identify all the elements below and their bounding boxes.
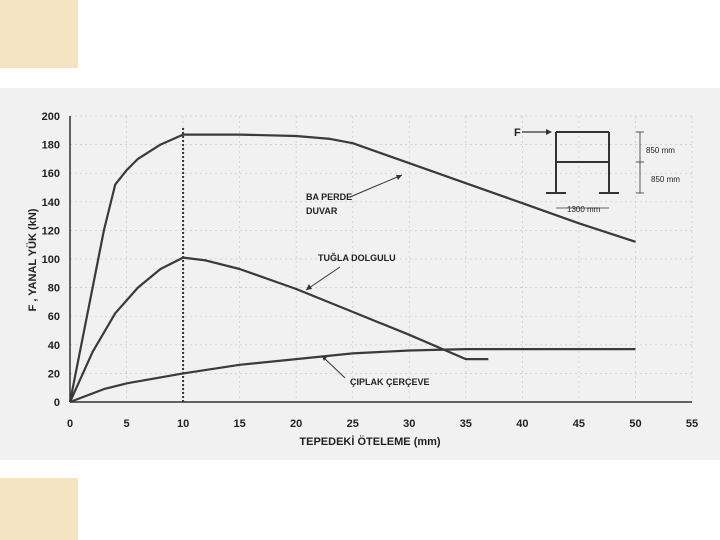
arrowhead-ciplak (322, 356, 327, 361)
y-tick-label: 100 (42, 254, 60, 266)
arrowhead-tugla (306, 284, 312, 290)
x-tick-label: 30 (403, 418, 415, 430)
x-tick-label: 15 (234, 418, 246, 430)
y-tick-label: 20 (48, 368, 60, 380)
inset-dim-bottom: 850 mm (651, 175, 680, 184)
x-tick-label: 5 (123, 418, 129, 430)
series-line-2 (68, 256, 489, 403)
annotation-duvar: DUVAR (306, 206, 338, 216)
x-tick-labels: 0 5 10 15 20 25 30 35 40 45 50 55 (67, 418, 698, 430)
y-tick-labels: 0 20 40 60 80 100 120 140 160 180 200 (42, 111, 60, 409)
y-tick-label: 120 (42, 225, 60, 237)
force-arrowhead (546, 129, 552, 135)
x-axis-label: TEPEDEKİ ÖTELEME (mm) (299, 435, 441, 448)
x-tick-label: 20 (290, 418, 302, 430)
annotation-arrow-ciplak (321, 355, 346, 379)
arrowhead-ba-perde (396, 175, 402, 180)
series-line-3 (69, 348, 636, 404)
y-tick-label: 140 (42, 197, 60, 209)
annotation-arrow-tugla (305, 266, 341, 291)
x-tick-label: 40 (516, 418, 528, 430)
decorative-corner-top-left (0, 0, 78, 68)
y-tick-label: 0 (54, 397, 60, 409)
annotation-arrow-ba-perde (349, 174, 403, 198)
frame-inset: F 850 mm 850 mm 1300 mm (514, 127, 680, 214)
y-tick-label: 80 (48, 283, 60, 295)
series-line-1 (68, 133, 636, 403)
y-tick-label: 200 (42, 111, 60, 123)
inset-force-label: F (514, 127, 521, 139)
annotation-ciplak-cerceve: ÇIPLAK ÇERÇEVE (350, 377, 430, 387)
x-tick-label: 35 (460, 418, 472, 430)
x-tick-label: 45 (573, 418, 585, 430)
y-tick-label: 180 (42, 140, 60, 152)
x-tick-label: 25 (347, 418, 359, 430)
series-group (68, 133, 636, 404)
y-tick-label: 160 (42, 168, 60, 180)
x-tick-label: 10 (177, 418, 189, 430)
y-axis-label: F , YANAL YÜK (kN) (26, 208, 39, 311)
annotation-tugla-dolgulu: TUĞLA DOLGULU (318, 252, 396, 263)
decorative-corner-bottom-left (0, 478, 78, 540)
annotation-ba-perde: BA PERDE (306, 192, 352, 202)
chart-photo-background (0, 88, 720, 460)
inset-dim-width: 1300 mm (567, 205, 601, 214)
y-tick-label: 40 (48, 340, 60, 352)
x-tick-label: 55 (686, 418, 698, 430)
x-tick-label: 50 (629, 418, 641, 430)
inset-dim-top: 850 mm (646, 146, 675, 155)
y-tick-label: 60 (48, 311, 60, 323)
x-tick-label: 0 (67, 418, 73, 430)
